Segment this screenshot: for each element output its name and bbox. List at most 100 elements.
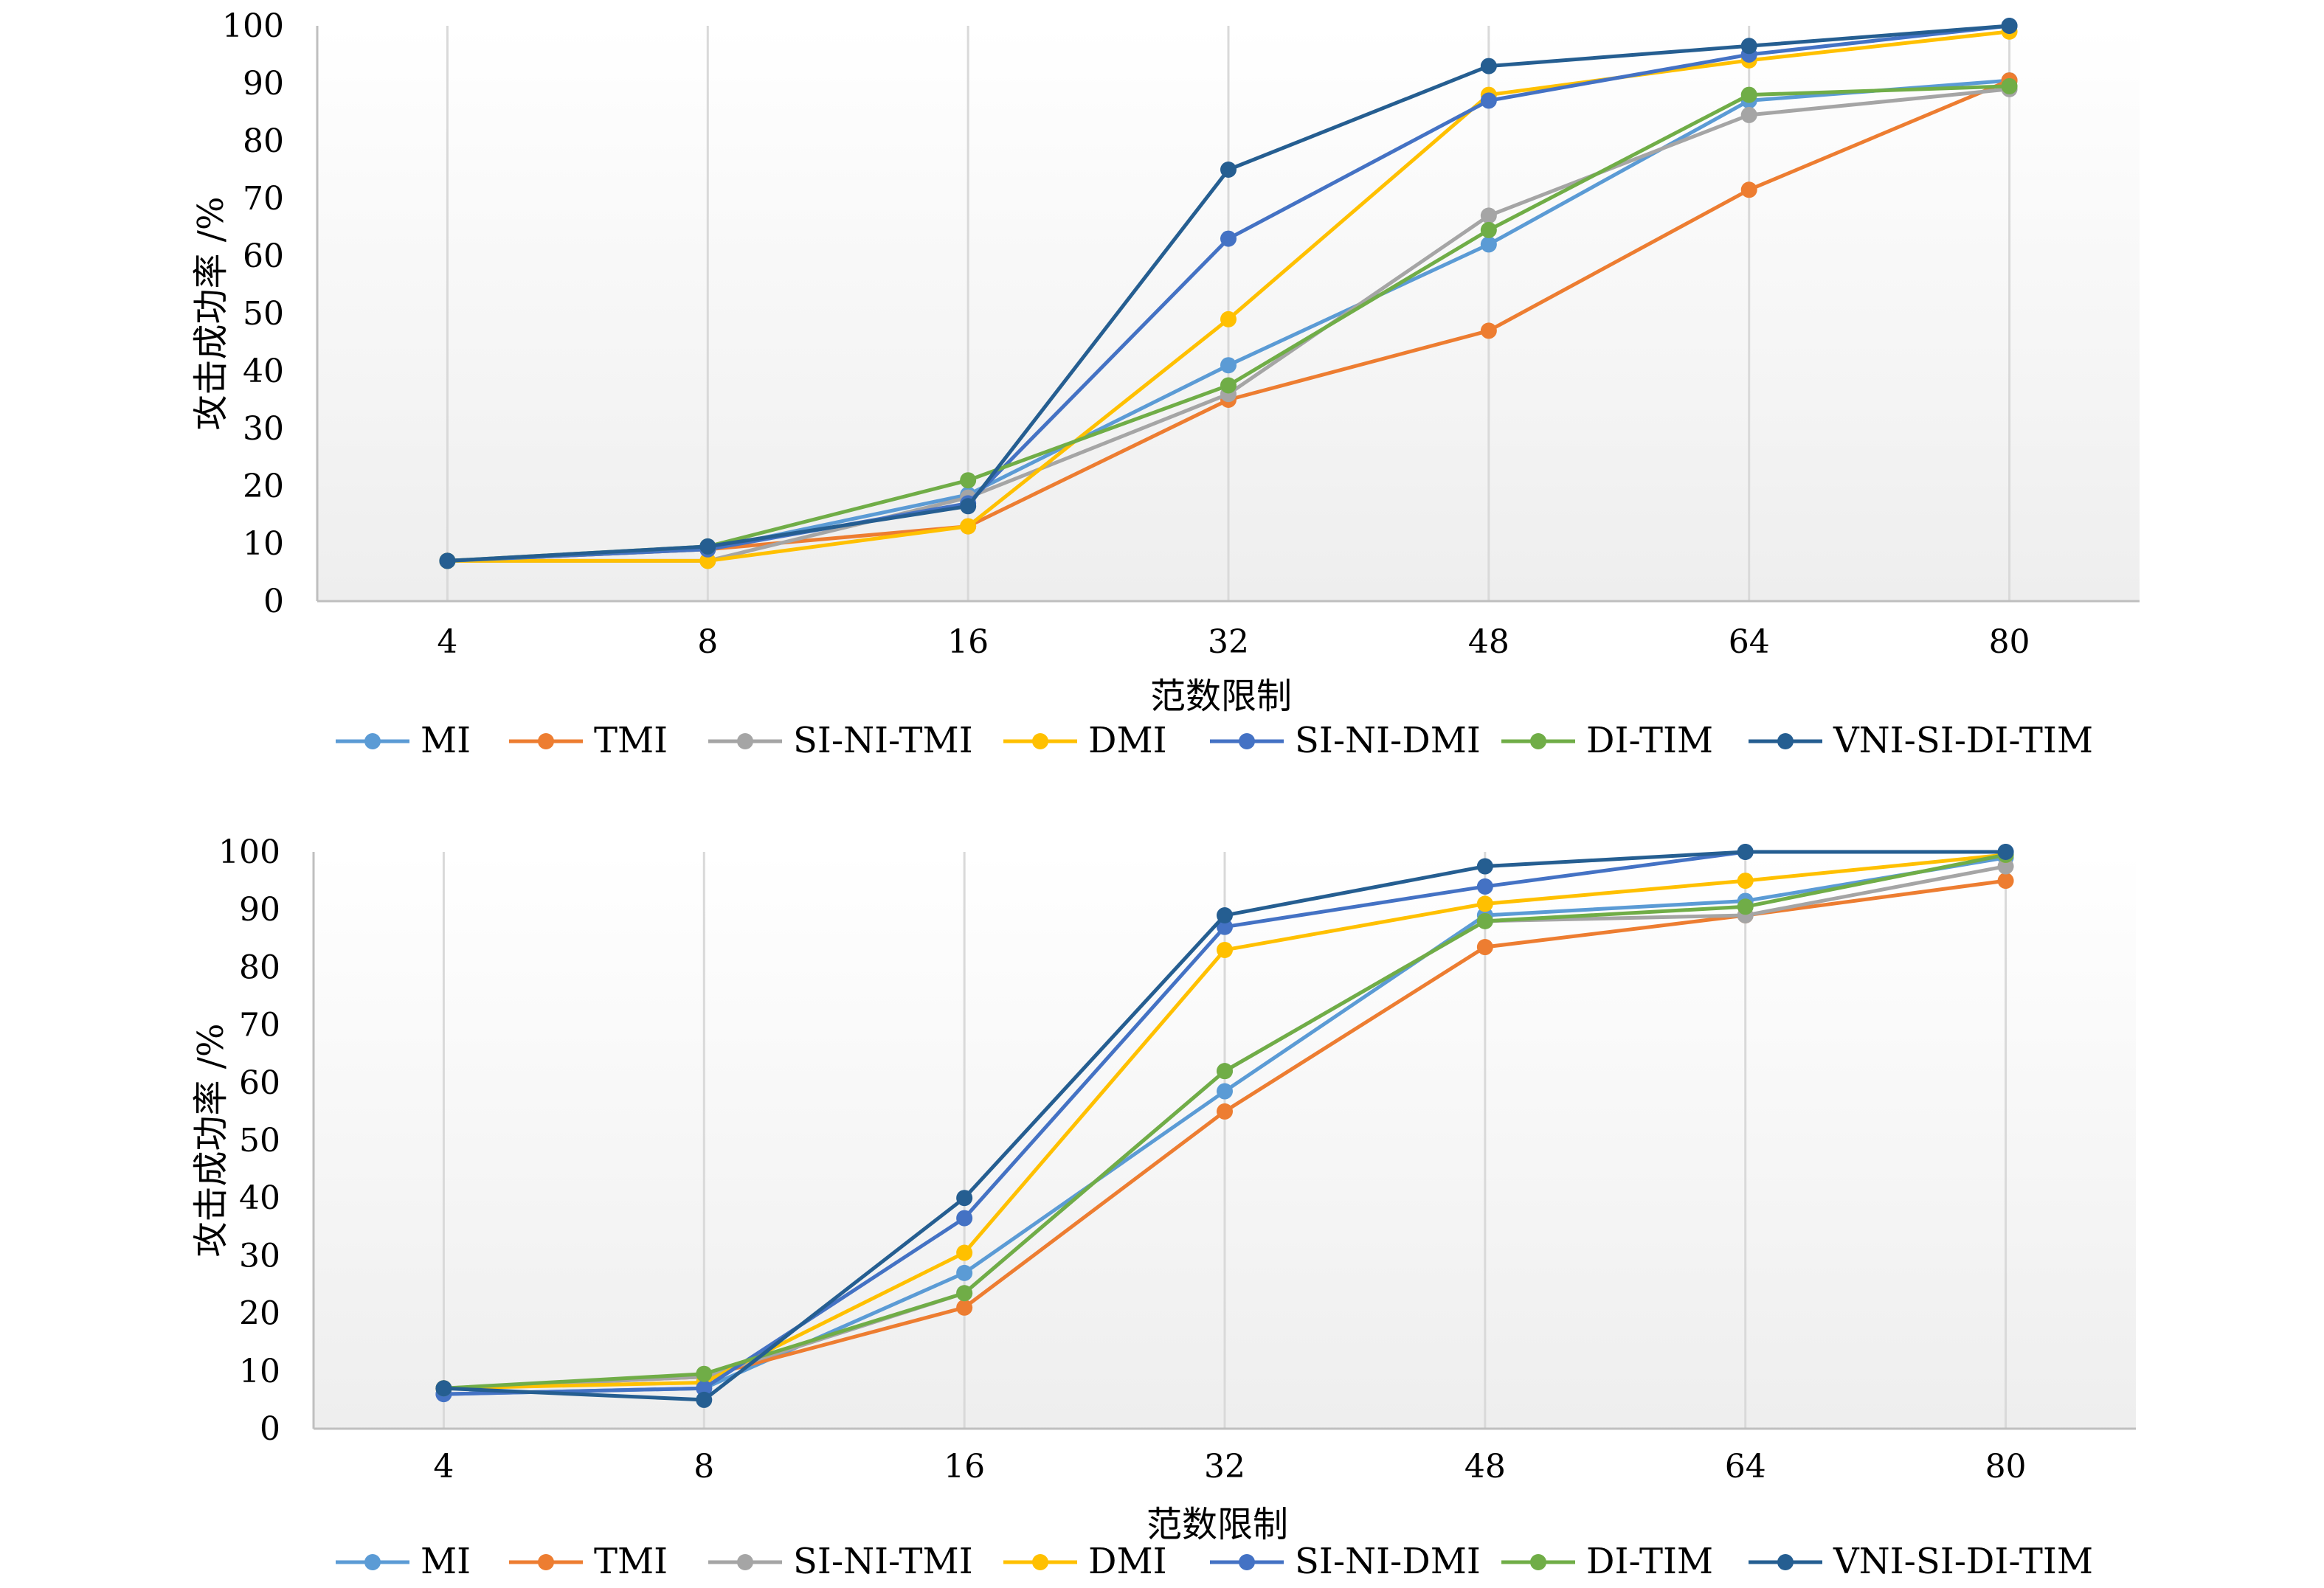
data-point (1220, 377, 1237, 394)
legend-label: MI (421, 1541, 471, 1582)
data-point (435, 1380, 452, 1397)
legend-label: DMI (1088, 720, 1167, 761)
legend-marker-icon (1032, 733, 1048, 749)
legend-label: VNI-SI-DI-TIM (1833, 720, 2093, 761)
y-tick-label: 20 (243, 468, 284, 505)
x-tick-label: 4 (433, 1448, 454, 1485)
legend-item: SI-NI-TMI (708, 1541, 973, 1582)
data-point (1476, 895, 1493, 912)
legend-label: TMI (594, 720, 668, 761)
data-point (1480, 221, 1497, 238)
data-point (1220, 162, 1237, 178)
legend-label: VNI-SI-DI-TIM (1833, 1541, 2093, 1582)
y-tick-label: 60 (243, 237, 284, 275)
y-tick-label: 80 (243, 122, 284, 160)
legend-item: VNI-SI-DI-TIM (1749, 1541, 2093, 1582)
x-tick-label: 8 (694, 1448, 714, 1485)
legend-item: SI-NI-TMI (708, 720, 973, 761)
legend-item: MI (336, 1541, 471, 1582)
y-tick-label: 0 (263, 583, 284, 620)
data-point (1480, 207, 1497, 224)
legend-marker-icon (1032, 1554, 1048, 1570)
data-point (1740, 181, 1757, 198)
data-point (1220, 357, 1237, 374)
y-tick-label: 10 (243, 525, 284, 563)
legend-item: TMI (509, 1541, 668, 1582)
data-point (1476, 878, 1493, 895)
x-tick-label: 64 (1725, 1448, 1766, 1485)
x-tick-label: 32 (1208, 623, 1249, 661)
legend-item: DI-TIM (1501, 1541, 1713, 1582)
data-point (1480, 58, 1497, 74)
data-point (956, 1264, 973, 1281)
data-point (956, 1299, 973, 1316)
data-point (1217, 1063, 1233, 1080)
data-point (696, 1380, 713, 1397)
y-tick-label: 80 (239, 949, 280, 986)
legend-label: TMI (594, 1541, 668, 1582)
data-point (1220, 311, 1237, 327)
data-point (1480, 92, 1497, 109)
series-VNI-SI-DI-TIM (439, 18, 2018, 569)
legend-marker-icon (1777, 1554, 1794, 1570)
y-tick-label: 70 (239, 1007, 280, 1044)
data-point (1217, 907, 1233, 924)
y-tick-label: 10 (239, 1353, 280, 1390)
data-point (1476, 858, 1493, 875)
legend: MI TMI SI-NI-TMI DMI SI-NI-DMI DI-TIM VNI-SI-D… (336, 1541, 2093, 1582)
legend-item: SI-NI-DMI (1210, 1541, 1481, 1582)
data-point (1217, 1083, 1233, 1100)
legend-label: DI-TIM (1586, 1541, 1713, 1582)
data-point (1220, 230, 1237, 247)
legend-marker-icon (538, 733, 554, 749)
data-point (1740, 106, 1757, 123)
y-tick-label: 30 (243, 410, 284, 448)
data-point (1737, 844, 1754, 860)
legend-label: SI-NI-DMI (1295, 1541, 1481, 1582)
legend-label: SI-NI-TMI (793, 720, 973, 761)
data-point (2001, 77, 2018, 94)
x-tick-label: 16 (944, 1448, 985, 1485)
data-point (1737, 873, 1754, 890)
data-point (960, 518, 977, 535)
data-point (1740, 86, 1757, 103)
data-point (1997, 858, 2014, 875)
data-point (956, 1190, 973, 1207)
y-tick-label: 40 (239, 1179, 280, 1217)
y-tick-label: 50 (243, 295, 284, 333)
x-axis-title: 范数限制 (1150, 676, 1292, 717)
legend-marker-icon (364, 1554, 381, 1570)
y-tick-label: 30 (239, 1237, 280, 1275)
y-tick-label: 100 (218, 833, 280, 871)
x-tick-label: 80 (1989, 623, 2030, 661)
legend-item: DMI (1003, 1541, 1167, 1582)
y-tick-label: 70 (243, 180, 284, 218)
y-tick-label: 90 (239, 891, 280, 929)
x-tick-label: 64 (1729, 623, 1770, 661)
y-tick-label: 0 (260, 1410, 280, 1448)
data-point (699, 538, 716, 555)
x-axis-title: 范数限制 (1147, 1504, 1288, 1545)
legend: MI TMI SI-NI-TMI DMI SI-NI-DMI DI-TIM VNI-SI-D… (336, 720, 2093, 761)
x-tick-label: 8 (697, 623, 718, 661)
data-point (699, 552, 716, 569)
x-tick-label: 16 (947, 623, 989, 661)
data-point (1476, 912, 1493, 929)
legend-marker-icon (737, 733, 753, 749)
data-point (960, 472, 977, 489)
legend-marker-icon (737, 1554, 753, 1570)
legend-item: MI (336, 720, 471, 761)
data-point (1737, 898, 1754, 915)
legend-marker-icon (364, 733, 381, 749)
data-point (696, 1391, 713, 1408)
data-point (1217, 941, 1233, 958)
legend-item: VNI-SI-DI-TIM (1749, 720, 2093, 761)
y-tick-label: 20 (239, 1295, 280, 1333)
data-point (1740, 38, 1757, 55)
data-point (439, 552, 456, 569)
series-VNI-SI-DI-TIM (435, 844, 2014, 1408)
legend-label: SI-NI-DMI (1295, 720, 1481, 761)
data-point (1480, 322, 1497, 339)
